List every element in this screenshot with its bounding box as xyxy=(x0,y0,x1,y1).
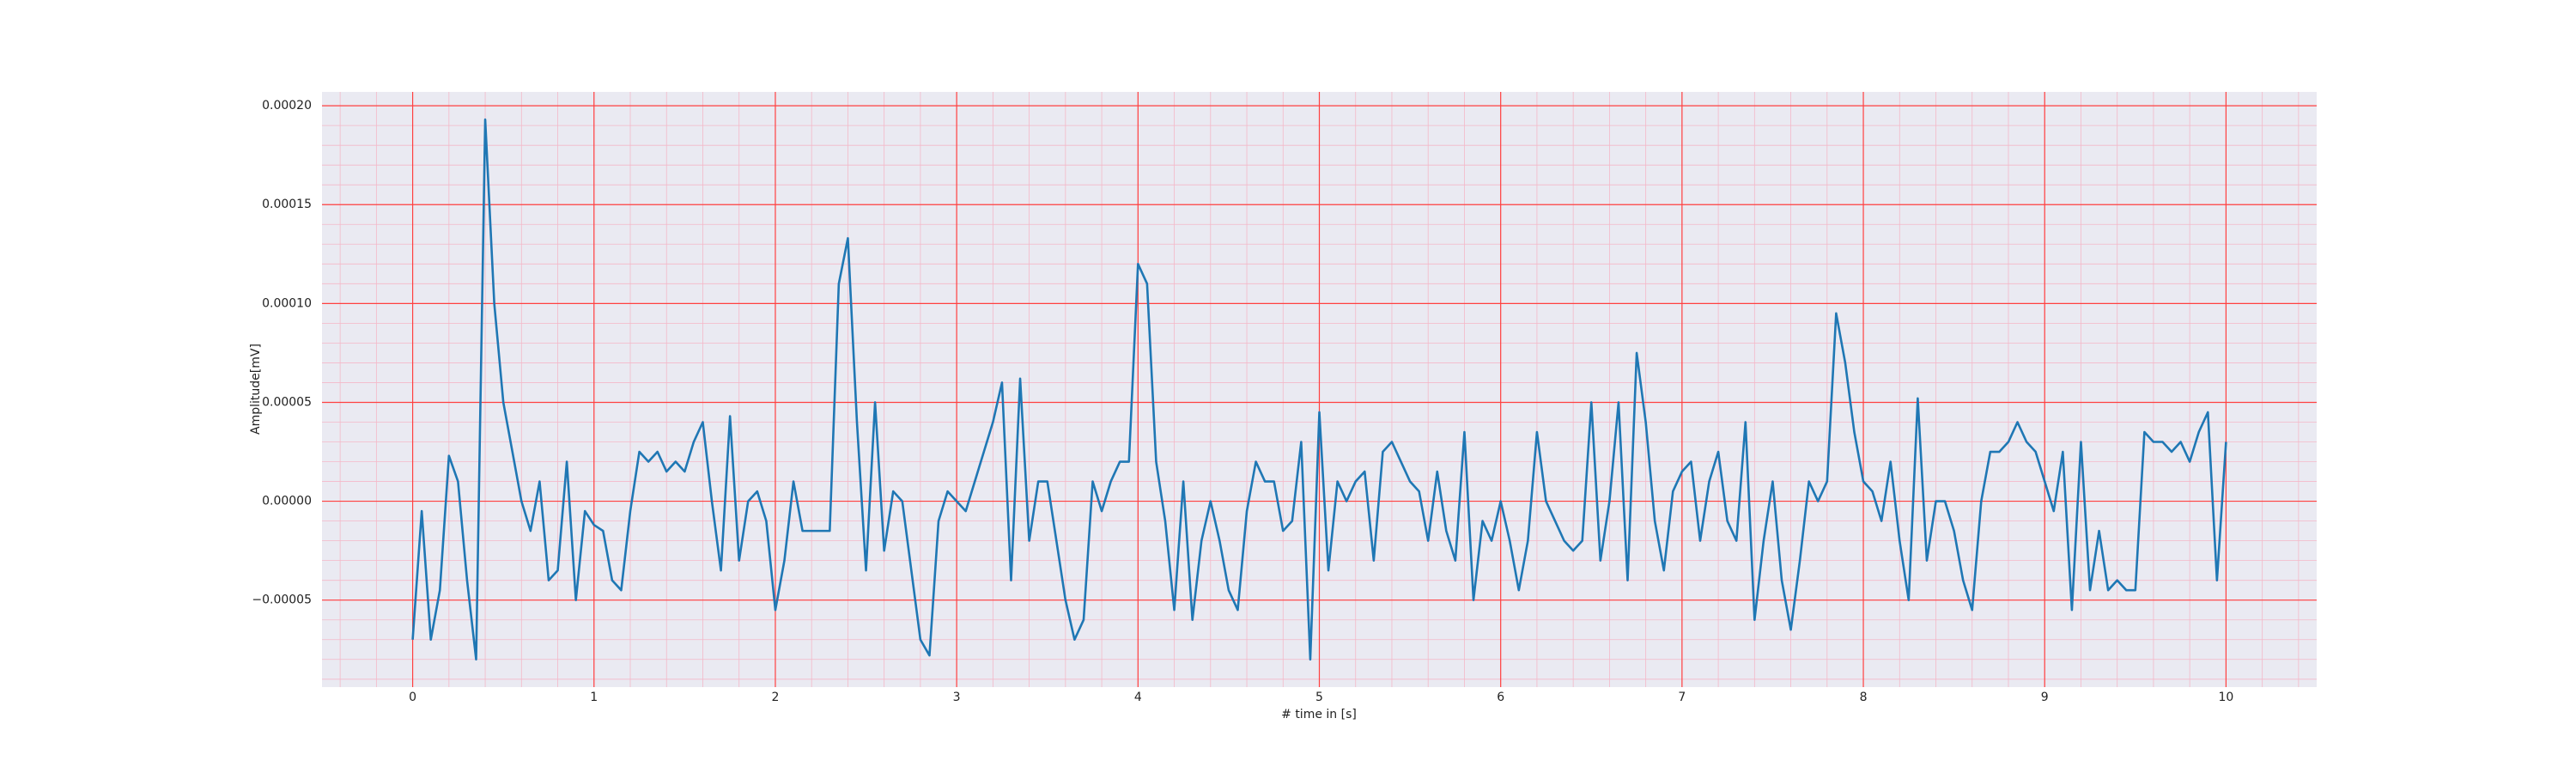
y-tick-label: 0.00010 xyxy=(262,296,312,310)
x-tick-label: 2 xyxy=(771,691,779,704)
grid xyxy=(322,92,2317,687)
x-tick-label: 1 xyxy=(590,691,598,704)
y-tick-label: 0.00015 xyxy=(262,198,312,211)
x-tick-label: 8 xyxy=(1860,691,1868,704)
x-tick-label: 0 xyxy=(409,691,416,704)
x-tick-label: 5 xyxy=(1315,691,1323,704)
y-axis-label: Amplitude[mV] xyxy=(249,344,263,435)
y-tick-label: 0.00005 xyxy=(262,395,312,409)
x-tick-label: 7 xyxy=(1678,691,1686,704)
marks xyxy=(411,118,2227,661)
x-tick-label: 4 xyxy=(1134,691,1142,704)
x-tick-label: 9 xyxy=(2041,691,2049,704)
line-series xyxy=(411,118,2227,661)
x-tick-label: 6 xyxy=(1497,691,1504,704)
x-axis-label: # time in [s] xyxy=(1281,708,1357,721)
x-tick-label: 10 xyxy=(2218,691,2233,704)
x-tick-label: 3 xyxy=(953,691,961,704)
y-tick-label: 0.00020 xyxy=(262,99,312,113)
y-tick-label: 0.00000 xyxy=(262,495,312,508)
y-tick-label: −0.00005 xyxy=(252,593,312,607)
